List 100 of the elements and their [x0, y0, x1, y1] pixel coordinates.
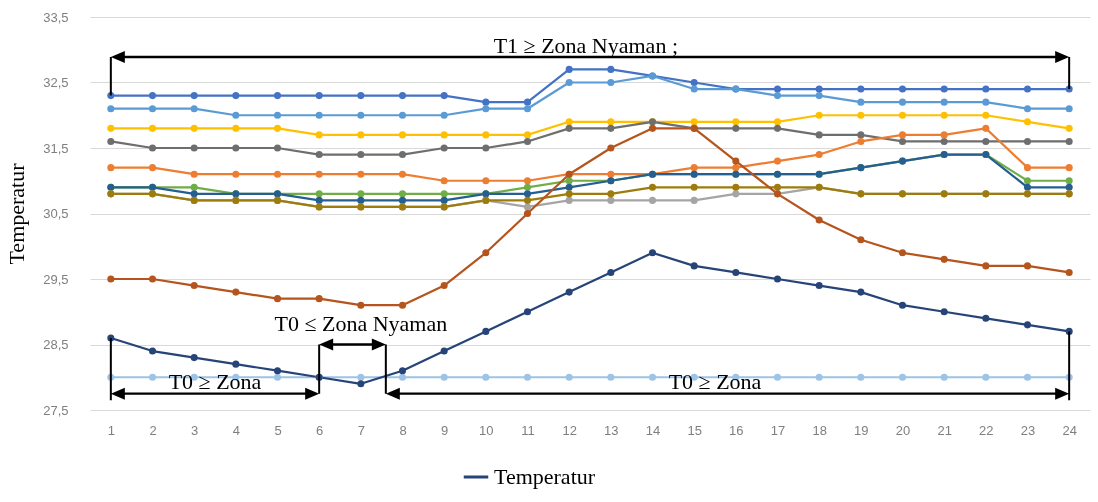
point: [1023, 118, 1032, 126]
point: [273, 111, 282, 119]
y-tick-label: 33,5: [43, 9, 69, 25]
point: [398, 367, 407, 375]
point: [357, 380, 365, 388]
point: [1065, 177, 1073, 185]
point: [648, 249, 657, 257]
x-tick-label: 11: [521, 422, 535, 438]
point: [232, 92, 240, 100]
point: [1023, 85, 1032, 93]
point: [648, 124, 657, 132]
point: [773, 124, 782, 132]
point: [982, 137, 990, 145]
point: [565, 65, 573, 73]
point: [607, 170, 615, 178]
point: [773, 275, 782, 283]
point: [482, 249, 490, 257]
point: [148, 124, 157, 132]
point: [440, 282, 448, 290]
point: [398, 111, 407, 119]
point: [190, 183, 198, 191]
point: [1023, 177, 1032, 185]
point: [857, 288, 865, 296]
point: [148, 347, 157, 355]
point: [1023, 321, 1032, 329]
x-tick-label: 17: [770, 422, 786, 438]
point: [398, 190, 407, 198]
y-tick-label: 28,5: [43, 337, 69, 352]
x-tick-label: 20: [895, 422, 911, 438]
point: [315, 190, 323, 198]
point: [732, 124, 740, 132]
point: [482, 373, 490, 381]
y-tick-label: 30,5: [43, 206, 69, 221]
point: [440, 190, 448, 198]
point: [398, 151, 407, 159]
point: [523, 190, 532, 198]
x-tick-label: 2: [149, 422, 157, 438]
point: [273, 124, 282, 132]
point: [398, 170, 407, 178]
x-tick-label: 5: [274, 422, 282, 438]
point: [648, 183, 657, 191]
point: [315, 92, 323, 100]
point: [482, 131, 490, 139]
point: [898, 373, 907, 381]
point: [190, 354, 198, 362]
point: [565, 78, 573, 87]
point: [940, 85, 948, 93]
point: [690, 196, 698, 204]
point: [190, 92, 198, 100]
point: [523, 177, 532, 185]
point: [1023, 105, 1032, 113]
x-tick-label: 12: [562, 422, 577, 438]
point: [523, 183, 532, 191]
point: [440, 347, 448, 355]
x-tick-label: 22: [979, 422, 994, 438]
point: [565, 177, 573, 185]
x-tick-label: 7: [357, 422, 365, 438]
point: [190, 105, 198, 113]
point: [1065, 164, 1073, 172]
point: [273, 295, 282, 303]
y-tick-label: 31,5: [43, 140, 69, 156]
point: [190, 124, 198, 132]
point: [815, 85, 823, 93]
point: [773, 118, 782, 126]
point: [815, 282, 823, 290]
point: [732, 190, 740, 198]
point: [940, 137, 948, 145]
point: [898, 85, 907, 93]
point: [732, 183, 740, 191]
y-axis-title: Temperatur: [4, 162, 30, 265]
point: [1065, 137, 1073, 145]
point: [648, 196, 657, 204]
x-tick-label: 13: [604, 422, 619, 438]
legend-label: Temperatur: [494, 464, 596, 489]
point: [940, 373, 948, 381]
x-tick-label: 24: [1062, 422, 1077, 438]
point: [1023, 164, 1032, 172]
point: [815, 131, 823, 139]
point: [1065, 105, 1073, 113]
x-tick-label: 19: [854, 422, 869, 438]
point: [523, 308, 532, 316]
point: [982, 124, 990, 132]
annotation: T1 ≥ Zona Nyaman ;: [493, 32, 679, 58]
point: [440, 131, 448, 139]
point: [482, 144, 490, 152]
point: [482, 98, 490, 106]
point: [232, 288, 240, 296]
point: [190, 144, 198, 152]
x-tick-label: 23: [1020, 422, 1036, 438]
point: [690, 78, 698, 87]
point: [815, 111, 823, 119]
point: [440, 92, 448, 100]
point: [898, 131, 907, 139]
point: [1065, 268, 1073, 276]
point: [357, 92, 365, 100]
point: [982, 262, 990, 270]
point: [648, 373, 657, 381]
point: [523, 105, 532, 113]
point: [1023, 183, 1032, 191]
annotation: T0 ≤ Zona Nyaman: [274, 311, 448, 337]
